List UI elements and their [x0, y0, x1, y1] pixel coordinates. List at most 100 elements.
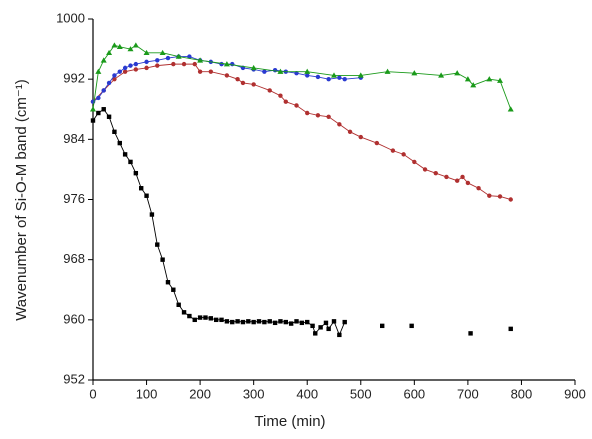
point [192, 317, 197, 323]
point [267, 88, 272, 93]
point [438, 72, 445, 78]
point [181, 310, 187, 315]
point [90, 118, 96, 123]
point [294, 103, 299, 108]
point [380, 323, 385, 329]
point [315, 74, 321, 80]
point [112, 73, 117, 78]
x-tick-label: 500 [350, 386, 372, 401]
point [230, 319, 235, 325]
point [294, 319, 299, 324]
point [144, 59, 149, 65]
point [278, 93, 283, 98]
point [101, 88, 106, 93]
point [412, 159, 417, 165]
point [208, 69, 214, 74]
point [95, 68, 102, 74]
point [357, 72, 364, 78]
point [250, 64, 257, 71]
point [122, 152, 128, 157]
x-tick-label: 200 [189, 386, 211, 401]
point [112, 76, 117, 82]
point [235, 76, 240, 82]
point [223, 61, 230, 67]
point [283, 319, 288, 325]
point [197, 69, 203, 74]
point [323, 320, 329, 326]
point [224, 319, 230, 324]
point [133, 170, 139, 176]
y-tick-label: 968 [63, 251, 85, 266]
point [187, 313, 192, 319]
point [111, 42, 118, 48]
point [337, 122, 342, 127]
point [117, 69, 122, 74]
point [128, 159, 133, 165]
point [507, 106, 514, 112]
point [132, 42, 139, 48]
x-tick-label: 0 [89, 386, 96, 401]
point [347, 129, 353, 135]
point [106, 80, 112, 86]
series-line [92, 63, 511, 200]
point [305, 73, 310, 78]
point [288, 321, 294, 326]
point [144, 193, 149, 198]
point [197, 57, 204, 63]
point [143, 49, 150, 56]
point [122, 69, 128, 74]
point [139, 186, 144, 191]
point [192, 61, 197, 67]
point [160, 257, 165, 262]
point [277, 68, 284, 74]
point [106, 49, 113, 56]
series-line [92, 108, 346, 337]
point [116, 43, 123, 50]
point [326, 76, 331, 82]
point [251, 319, 256, 325]
point [460, 174, 465, 180]
point [144, 65, 149, 71]
series-line [92, 44, 512, 110]
point [464, 76, 471, 82]
x-tick-label: 800 [511, 386, 533, 401]
point [155, 63, 160, 68]
point [235, 319, 240, 324]
point [305, 110, 310, 116]
point [390, 148, 396, 153]
point [240, 319, 246, 325]
point [304, 68, 311, 74]
point [318, 325, 323, 330]
point [96, 110, 101, 116]
point [331, 319, 337, 324]
point [409, 323, 414, 329]
point [176, 302, 181, 307]
point [96, 95, 101, 101]
point [203, 315, 208, 320]
point [224, 73, 230, 78]
point [246, 319, 251, 324]
point [171, 61, 176, 67]
point [337, 332, 342, 338]
point [342, 76, 347, 82]
point [171, 287, 176, 292]
point [128, 63, 133, 68]
point [465, 180, 471, 186]
x-tick-label: 600 [403, 386, 425, 401]
point [127, 46, 134, 52]
point [374, 140, 380, 146]
point [101, 107, 106, 112]
point [272, 67, 278, 73]
point [149, 212, 155, 217]
point [299, 320, 305, 326]
point [384, 68, 391, 74]
y-axis-label: Wavenumber of Si-O-M band (cm⁻¹) [13, 79, 30, 321]
point [283, 99, 288, 104]
y-tick-label: 976 [63, 191, 85, 206]
y-tick-label: 960 [63, 311, 85, 326]
point [468, 331, 473, 336]
point [278, 319, 283, 324]
point [181, 61, 187, 67]
